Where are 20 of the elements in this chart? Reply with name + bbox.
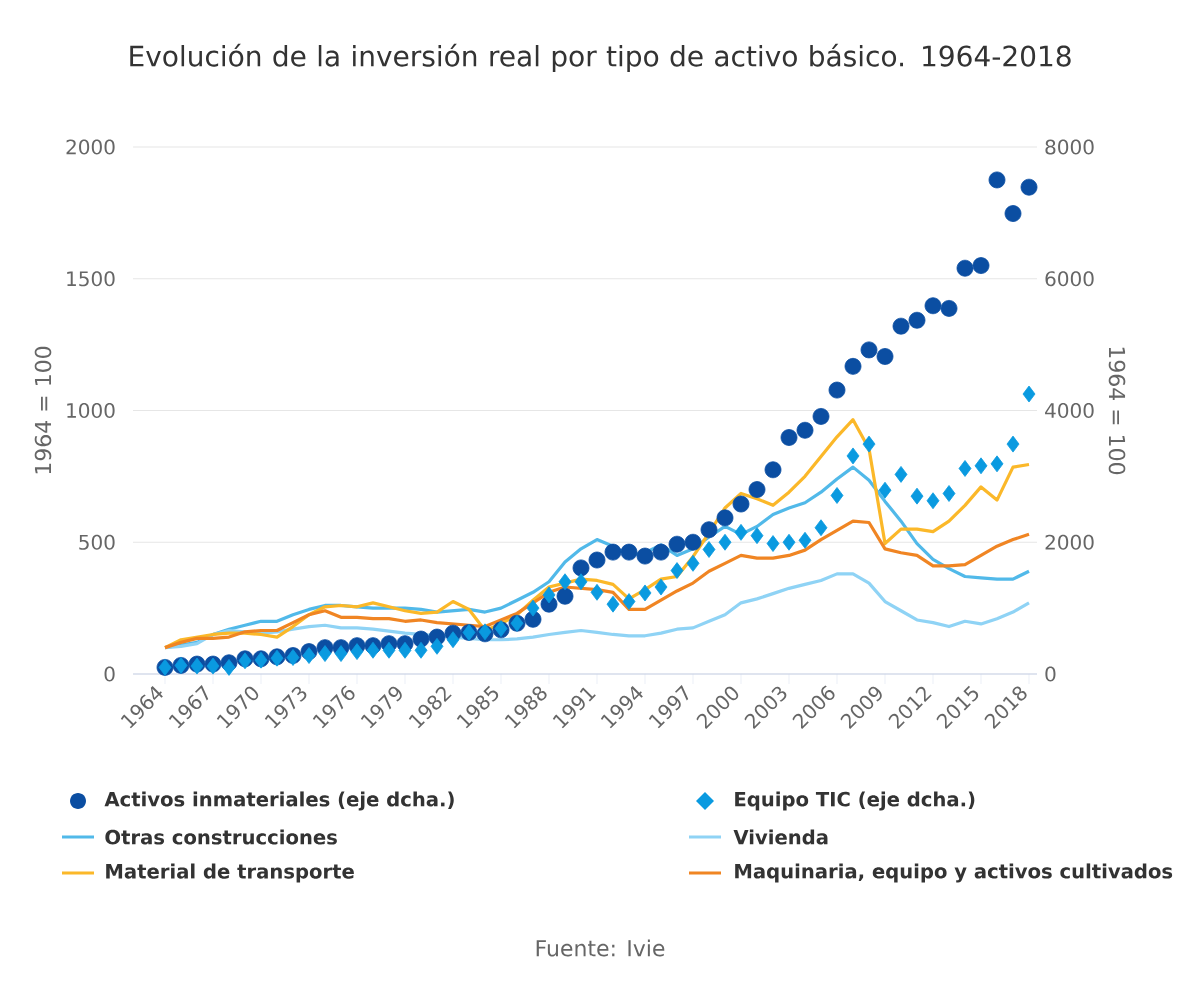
y-tick-label: 500 bbox=[79, 534, 115, 550]
y2-axis-title: 1964 = 100 bbox=[1108, 347, 1126, 475]
y2-tick-label: 6000 bbox=[1045, 271, 1094, 287]
legend-label: Otras construcciones bbox=[105, 829, 337, 845]
y2-tick-label: 8000 bbox=[1045, 139, 1094, 155]
y-tick-label: 0 bbox=[104, 666, 115, 682]
source-note: Fuente: Ivie bbox=[536, 939, 665, 957]
y-tick-label: 1000 bbox=[67, 402, 115, 419]
y-tick-label: 1500 bbox=[67, 271, 115, 287]
legend-label: Vivienda bbox=[733, 829, 828, 845]
legend-label: Maquinaria, equipo y activos cultivados bbox=[735, 863, 1173, 883]
y2-tick-label: 2000 bbox=[1045, 534, 1094, 550]
chart-title: Evolución de la inversión real por tipo de activo básico. 1964-2018 bbox=[130, 43, 1071, 73]
y2-tick-label: 4000 bbox=[1045, 402, 1094, 419]
y2-tick-label: 0 bbox=[1045, 666, 1056, 682]
legend-label: Equipo TIC (eje dcha.) bbox=[735, 791, 975, 811]
y-tick-label: 2000 bbox=[66, 139, 115, 155]
legend-label: Material de transporte bbox=[106, 863, 354, 883]
legend-label: Activos inmateriales (eje dcha.) bbox=[104, 791, 454, 811]
y-axis-title: 1964 = 100 bbox=[34, 346, 52, 474]
